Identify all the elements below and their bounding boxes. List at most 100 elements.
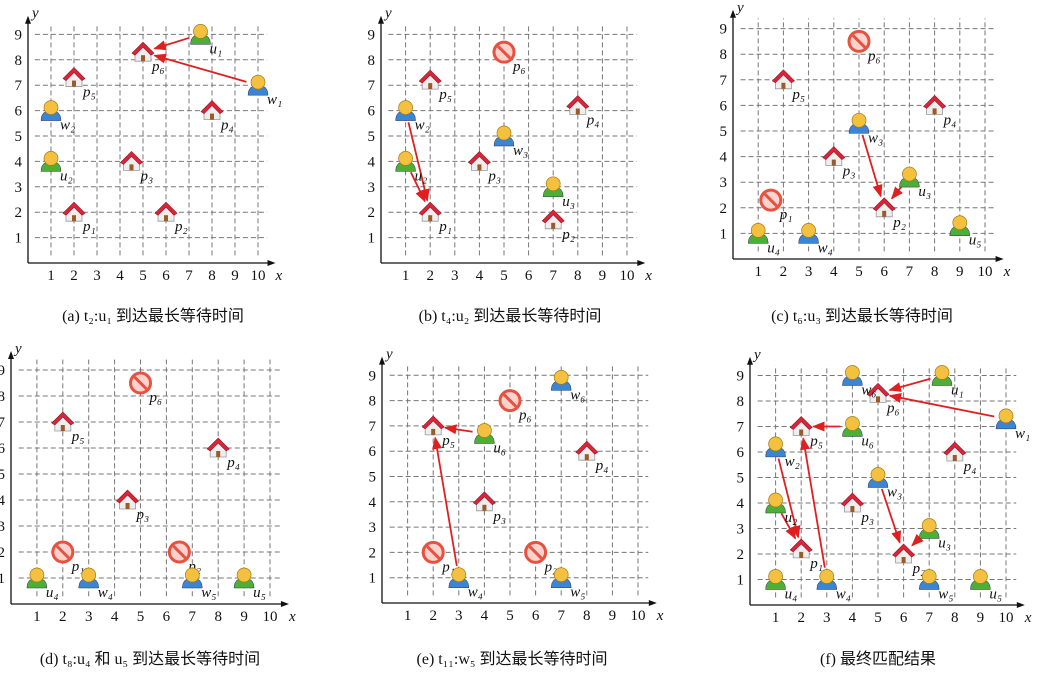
item-label: p₁	[438, 219, 452, 235]
item-label: p₁	[779, 207, 793, 223]
house-icon	[117, 490, 139, 509]
house-icon	[841, 493, 863, 512]
x-axis-head	[268, 260, 276, 266]
figure: 12345678910123456789xyp₁p₂p₃p₄p₅p₆u₁w₁w₂…	[0, 0, 1037, 677]
user-green-icon	[899, 167, 919, 187]
match-arrow	[890, 396, 994, 417]
house-icon	[63, 68, 85, 87]
x-tick-label: 2	[797, 610, 805, 626]
house-icon	[893, 544, 915, 563]
x-axis-label: x	[656, 608, 664, 624]
item-label: p₂	[174, 219, 188, 235]
item-label: u₄	[46, 585, 59, 601]
x-tick-label: 3	[451, 268, 459, 284]
x-tick-label: 2	[780, 264, 788, 280]
user-head	[845, 417, 859, 431]
user-head	[194, 24, 208, 38]
x-tick-label: 3	[823, 610, 831, 626]
y-tick-label: 2	[15, 205, 23, 221]
y-tick-label: 2	[737, 547, 745, 563]
item-label: w₄	[818, 240, 833, 256]
house-icon	[468, 151, 490, 170]
user-head	[769, 493, 783, 507]
user-head	[185, 568, 199, 582]
x-tick-label: 7	[557, 608, 565, 624]
house-door	[164, 215, 168, 221]
item-label: p₆	[149, 390, 163, 406]
x-tick-label: 10	[999, 610, 1014, 626]
x-tick-label: 4	[481, 608, 489, 624]
item-label: p₆	[867, 48, 881, 64]
house-door	[576, 109, 580, 115]
item-label: p₄	[226, 455, 240, 471]
user-blue-icon	[842, 366, 862, 386]
x-tick-label: 7	[189, 609, 197, 625]
item-label: u₆	[861, 434, 874, 450]
match-arrow	[890, 379, 931, 390]
x-tick-label: 3	[455, 608, 463, 624]
house-door	[428, 215, 432, 221]
house-icon	[52, 412, 74, 431]
item-label: u₂	[60, 168, 73, 184]
user-green-icon	[474, 423, 494, 443]
item-label: u₁	[210, 41, 223, 57]
x-tick-label: 5	[139, 268, 147, 284]
y-tick-label: 1	[737, 573, 745, 589]
y-tick-label: 9	[369, 368, 377, 384]
y-tick-label: 7	[15, 78, 23, 94]
house-icon	[823, 147, 845, 166]
house-icon	[132, 42, 154, 61]
item-label: p₄	[595, 458, 609, 474]
user-head	[251, 75, 265, 89]
item-label: u₅	[253, 585, 266, 601]
item-label: p₁	[82, 219, 96, 235]
y-tick-label: 6	[720, 98, 728, 114]
y-tick-label: 8	[0, 389, 5, 405]
house-icon	[924, 95, 946, 114]
house-icon	[201, 101, 223, 120]
y-tick-label: 6	[737, 445, 745, 461]
item-label: u₄	[767, 240, 780, 256]
y-tick-label: 8	[737, 394, 745, 410]
item-label: w₆	[570, 387, 585, 403]
house-door	[216, 451, 220, 457]
item-label: w₃	[513, 143, 528, 159]
x-tick-label: 2	[426, 268, 434, 284]
y-axis-head	[747, 357, 753, 365]
forbidden-icon	[761, 190, 781, 210]
forbidden-icon	[494, 42, 514, 62]
item-label: w₃	[887, 485, 902, 501]
item-label: w₂	[60, 118, 75, 134]
y-tick-label: 5	[737, 471, 745, 487]
user-head	[30, 568, 44, 582]
x-tick-label: 6	[162, 268, 170, 284]
item-label: w₆	[861, 383, 876, 399]
y-axis-label: y	[383, 6, 392, 22]
house-icon	[790, 417, 812, 436]
house-icon	[772, 70, 794, 89]
y-tick-label: 3	[720, 175, 728, 191]
x-tick-label: 1	[33, 609, 41, 625]
y-tick-label: 5	[0, 467, 5, 483]
y-tick-label: 6	[0, 441, 6, 457]
user-head	[953, 216, 967, 230]
y-tick-label: 7	[0, 415, 6, 431]
house-door	[61, 425, 65, 431]
y-tick-label: 1	[720, 226, 728, 242]
panel-caption: (c) t₆:u₃ 到达最长等待时间	[771, 307, 953, 325]
x-tick-label: 8	[574, 268, 582, 284]
x-tick-label: 7	[549, 268, 557, 284]
y-tick-label: 8	[368, 53, 376, 69]
y-tick-label: 7	[369, 419, 377, 435]
item-label: u₂	[785, 510, 798, 526]
y-tick-label: 2	[0, 545, 5, 561]
item-label: u₃	[938, 536, 951, 552]
x-tick-label: 9	[240, 609, 248, 625]
house-icon	[419, 70, 441, 89]
x-tick-label: 8	[583, 608, 591, 624]
y-tick-label: 9	[368, 27, 376, 43]
item-label: u₆	[493, 440, 506, 456]
user-head	[751, 223, 765, 237]
item-label: p₁	[809, 556, 823, 572]
